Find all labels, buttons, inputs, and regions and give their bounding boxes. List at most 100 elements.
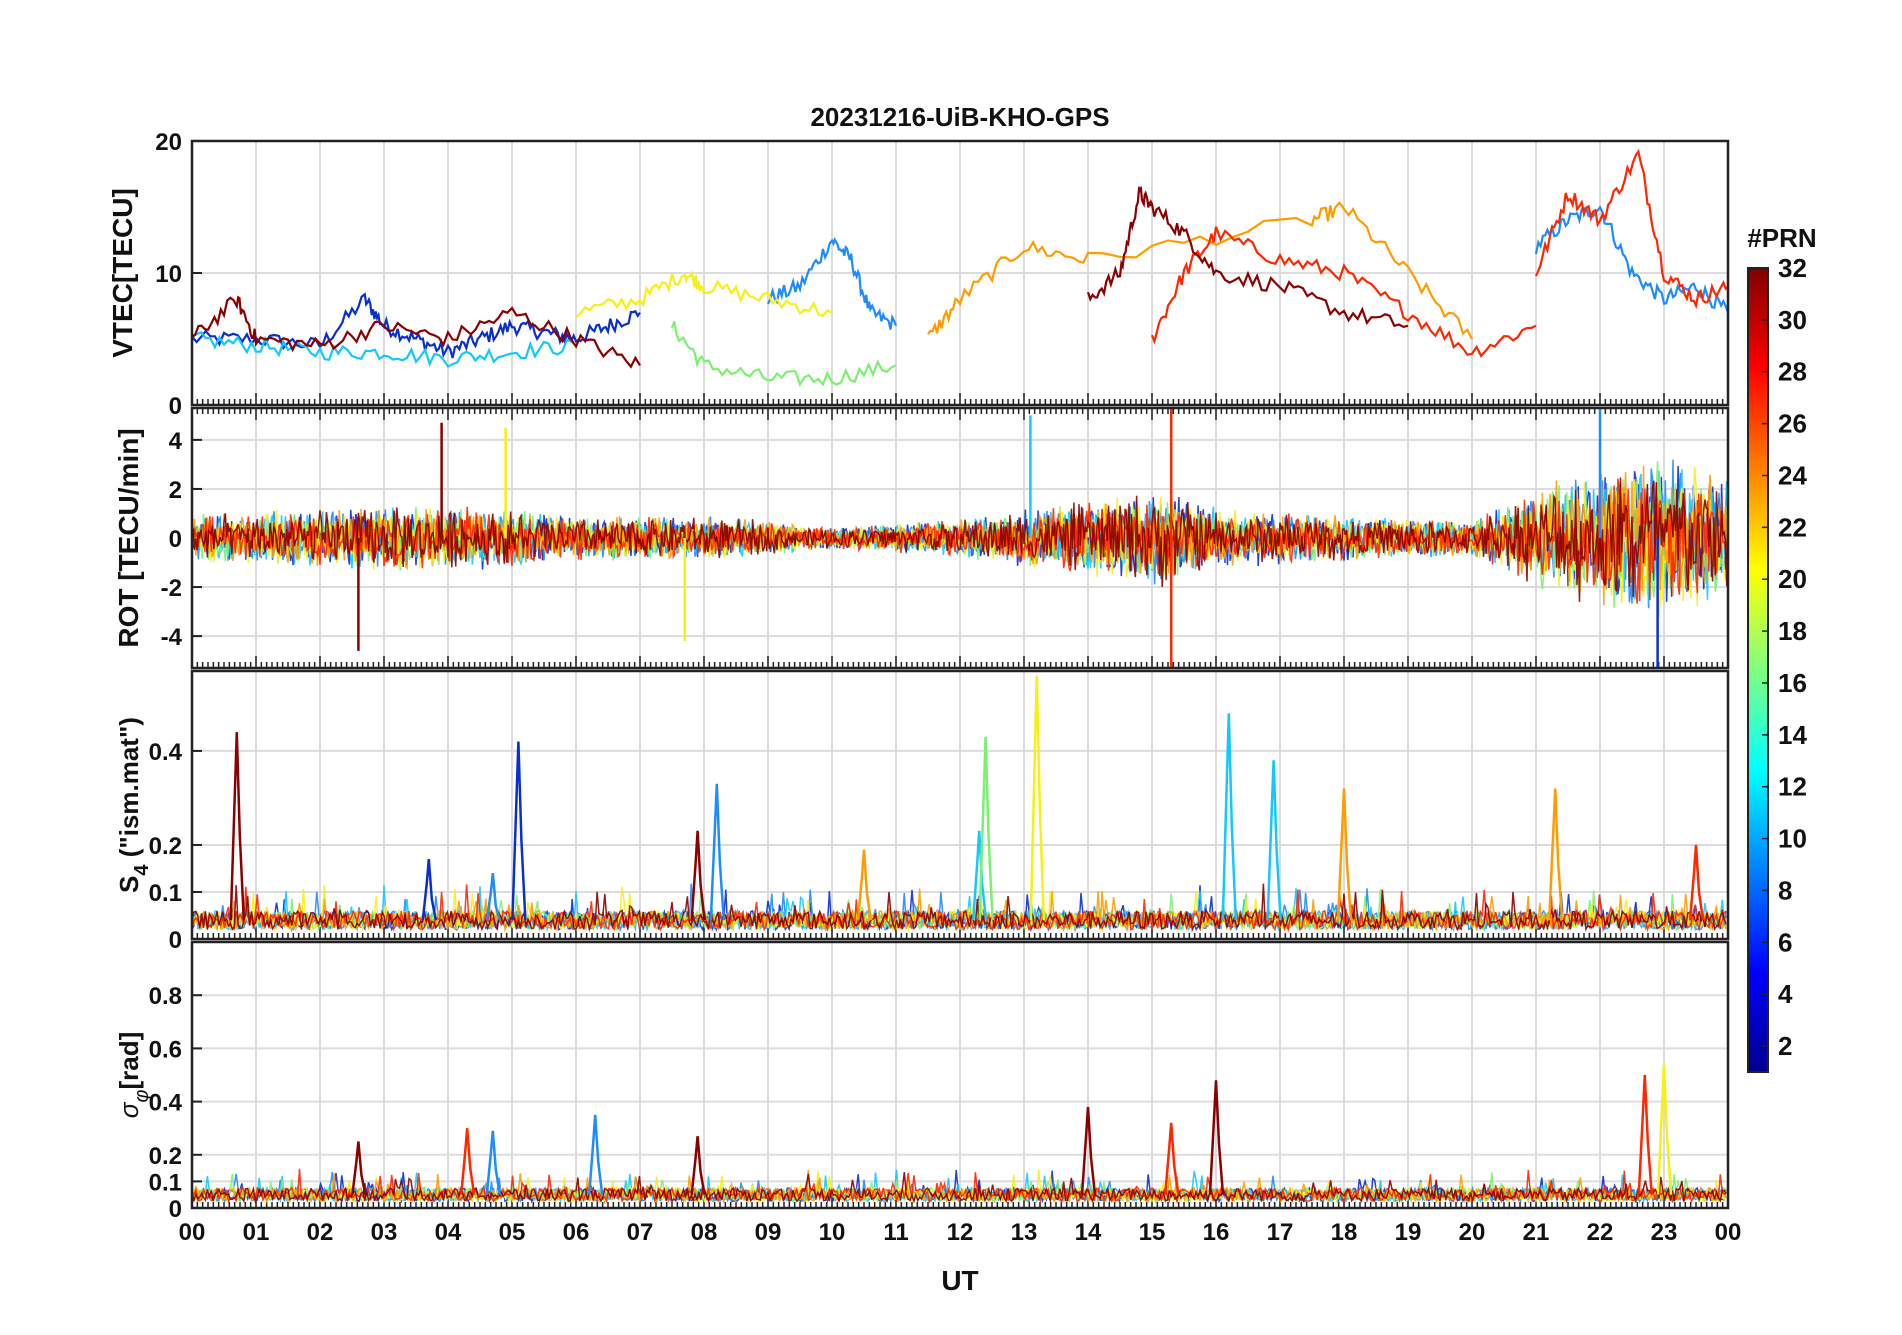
series-line xyxy=(192,1172,1727,1204)
x-tick-label: 01 xyxy=(243,1219,270,1246)
panel-s4: 00.10.20.4S4 ("ism.mat") xyxy=(114,669,1730,954)
series-line xyxy=(1534,205,1728,313)
spike xyxy=(1656,1064,1673,1195)
series-line xyxy=(1535,148,1728,310)
colorbar-tick-label: 20 xyxy=(1778,564,1807,594)
panel-rot: -4 -2 0 2 4 ROT [TECU/min] xyxy=(113,406,1730,670)
x-tick-label: 19 xyxy=(1395,1219,1422,1246)
spike xyxy=(856,849,873,921)
x-tick-label: 21 xyxy=(1523,1219,1550,1246)
y-tick-label: 10 xyxy=(155,261,182,288)
colorbar-title: #PRN xyxy=(1747,223,1816,253)
x-tick-label: 02 xyxy=(307,1219,334,1246)
spike xyxy=(485,873,502,921)
spike xyxy=(1688,844,1705,921)
y-tick-label: 0 xyxy=(169,1196,182,1223)
x-tick-label: 14 xyxy=(1075,1219,1102,1246)
y-tick-label: -2 xyxy=(161,575,182,602)
colorbar-tick-label: 14 xyxy=(1778,720,1807,750)
y-axis-label: VTEC[TECU] xyxy=(107,188,138,358)
series-line xyxy=(192,477,1728,602)
x-tick-label: 15 xyxy=(1139,1219,1166,1246)
series-line xyxy=(1150,226,1537,358)
colorbar-tick-label: 8 xyxy=(1778,875,1792,905)
y-tick-label: 0.1 xyxy=(149,880,182,907)
series-line xyxy=(927,201,1473,340)
spike xyxy=(978,736,994,921)
spike xyxy=(421,858,438,921)
spike xyxy=(511,741,527,921)
label-subscript: φ xyxy=(131,1090,153,1103)
y-axis-label: S4 ("ism.mat") xyxy=(114,717,153,893)
x-axis-label: UT xyxy=(941,1265,978,1296)
spike xyxy=(1336,788,1353,921)
y-axis-label: σφ[rad] xyxy=(114,1032,153,1119)
spike xyxy=(229,732,246,921)
spike xyxy=(1637,1074,1654,1195)
y-tick-label: 2 xyxy=(169,477,182,504)
x-tick-label: 10 xyxy=(819,1219,846,1246)
x-tick-label: 12 xyxy=(947,1219,974,1246)
y-tick-label: 20 xyxy=(155,129,182,156)
x-tick-label: 05 xyxy=(499,1219,526,1246)
spike xyxy=(459,1128,476,1195)
spike xyxy=(1080,1106,1097,1195)
spike xyxy=(690,1136,706,1195)
plot-frame xyxy=(190,406,1730,670)
series-line xyxy=(767,237,898,330)
label-part: σ xyxy=(114,1101,144,1118)
y-tick-label: 0.4 xyxy=(149,739,183,766)
series-line xyxy=(575,270,833,319)
series-line xyxy=(192,883,1727,933)
data-layer xyxy=(192,408,1728,668)
label-part: [rad] xyxy=(114,1032,144,1090)
x-tick-label: 23 xyxy=(1651,1219,1678,1246)
colorbar-tick-label: 32 xyxy=(1778,253,1807,283)
colorbar-tick-label: 24 xyxy=(1778,460,1807,490)
x-axis: 00 01 02 03 04 05 06 07 08 09 10 11 12 13 14 15 16 17 18 19… xyxy=(179,1219,1742,1246)
y-tick-label: 0.8 xyxy=(149,983,182,1010)
x-tick-label: 08 xyxy=(691,1219,718,1246)
label-part: ("ism.mat") xyxy=(114,717,144,864)
colorbar-tick-label: 10 xyxy=(1778,824,1807,854)
x-tick-label: 03 xyxy=(371,1219,398,1246)
x-tick-label: 07 xyxy=(627,1219,654,1246)
x-tick-label: 20 xyxy=(1459,1219,1486,1246)
x-tick-label: 00 xyxy=(1715,1219,1742,1246)
spike xyxy=(1029,675,1046,921)
y-tick-label: -4 xyxy=(161,624,183,651)
chart-title: 20231216-UiB-KHO-GPS xyxy=(810,102,1109,132)
spike xyxy=(1163,1122,1180,1195)
x-tick-label: 17 xyxy=(1267,1219,1294,1246)
y-tick-label: 0.2 xyxy=(149,833,182,860)
colorbar-tick-label: 30 xyxy=(1778,305,1807,335)
x-tick-label: 00 xyxy=(179,1219,206,1246)
spike xyxy=(690,830,706,921)
data-layer xyxy=(192,148,1728,388)
spike xyxy=(1208,1080,1225,1195)
y-axis-label: ROT [TECU/min] xyxy=(113,428,144,647)
plot-frame xyxy=(190,940,1730,1210)
data-layer xyxy=(192,1064,1727,1205)
series-line xyxy=(192,295,641,369)
series-line xyxy=(1086,186,1409,328)
x-tick-label: 09 xyxy=(755,1219,782,1246)
y-tick-label: 0.6 xyxy=(149,1036,182,1063)
spike xyxy=(485,1130,502,1195)
x-tick-label: 18 xyxy=(1331,1219,1358,1246)
colorbar-tick-label: 12 xyxy=(1778,772,1807,802)
plot-frame xyxy=(190,669,1730,941)
y-tick-label: 0.2 xyxy=(149,1143,182,1170)
spike xyxy=(709,783,726,921)
spike xyxy=(587,1114,604,1195)
x-tick-label: 16 xyxy=(1203,1219,1230,1246)
spike xyxy=(1547,788,1564,921)
label-part: S xyxy=(114,876,144,893)
series-line xyxy=(670,320,897,388)
x-tick-label: 04 xyxy=(435,1219,462,1246)
y-tick-label: 0 xyxy=(169,393,182,420)
